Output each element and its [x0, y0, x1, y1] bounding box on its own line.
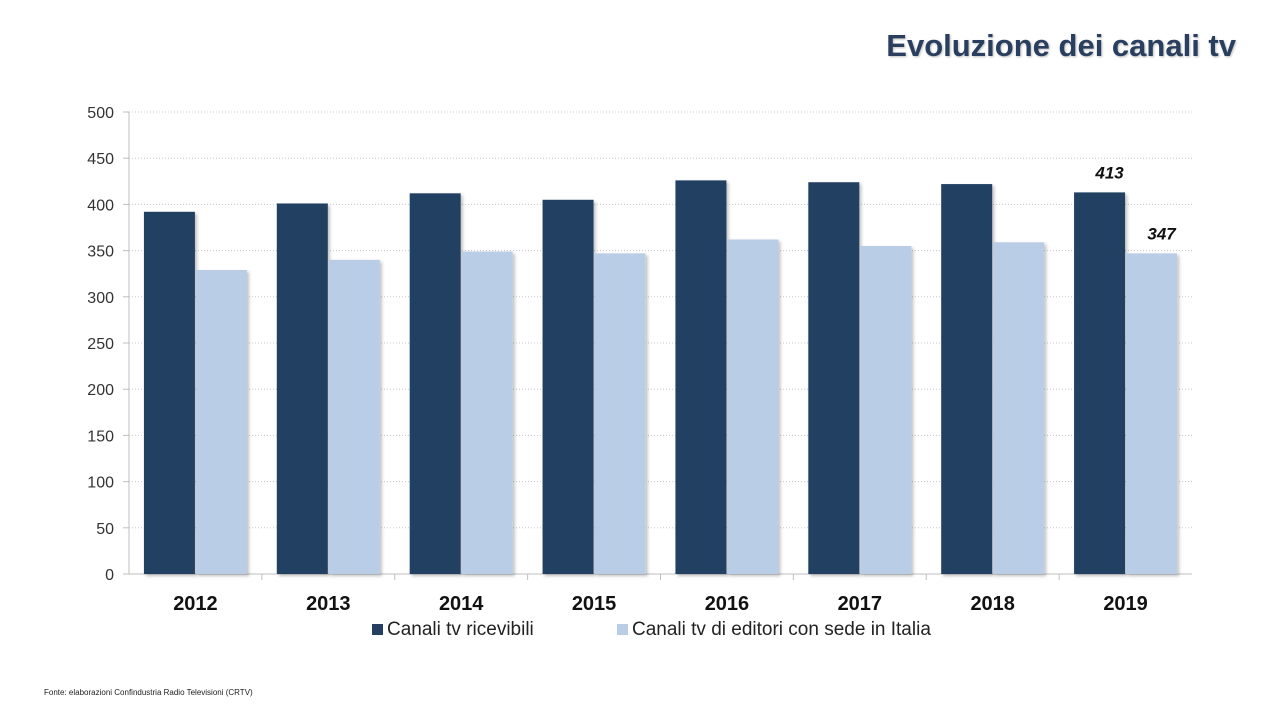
data-label-2019-0: 413	[1094, 163, 1124, 182]
bar-canali-editori-italia-2016	[727, 239, 779, 574]
y-tick-label: 100	[87, 475, 114, 492]
y-tick-label: 0	[105, 567, 114, 584]
bar-canali-editori-italia-2019	[1126, 253, 1178, 574]
x-tick-label: 2016	[705, 593, 750, 615]
y-tick-label: 450	[87, 151, 114, 168]
y-tick-label: 50	[96, 521, 114, 538]
bar-canali-ricevibili-2014	[409, 193, 461, 574]
bar-canali-ricevibili-2015	[542, 199, 594, 574]
data-label-2019-1: 347	[1147, 224, 1177, 243]
x-tick-label: 2018	[970, 593, 1015, 615]
bar-canali-editori-italia-2014	[461, 251, 513, 575]
x-tick-label: 2012	[173, 593, 218, 615]
legend-swatch-0	[372, 624, 383, 635]
y-tick-label: 500	[87, 105, 114, 122]
y-tick-label: 400	[87, 197, 114, 214]
bar-canali-ricevibili-2012	[143, 211, 195, 575]
y-tick-label: 350	[87, 244, 114, 261]
source-note: Fonte: elaborazioni Confindustria Radio …	[44, 688, 253, 697]
y-tick-label: 300	[87, 290, 114, 307]
bar-chart: 0 50 100 150 200 250 300 350 400 450 500 2012 2013 20…	[87, 105, 1192, 640]
legend-label-1: Canali tv di editori con sede in Italia	[632, 619, 931, 640]
y-tick-label: 200	[87, 382, 114, 399]
bar-canali-ricevibili-2018	[941, 184, 993, 574]
x-tick-label: 2015	[572, 593, 617, 615]
bar-canali-editori-italia-2018	[993, 242, 1045, 574]
bar-canali-editori-italia-2015	[594, 253, 646, 574]
x-tick-label: 2013	[306, 593, 351, 615]
bar-canali-editori-italia-2012	[195, 270, 247, 574]
bar-canali-ricevibili-2019	[1074, 192, 1126, 574]
legend-label-0: Canali tv ricevibili	[387, 619, 534, 640]
x-tick-label: 2014	[439, 593, 484, 615]
bar-canali-ricevibili-2013	[276, 203, 328, 574]
bar-canali-editori-italia-2017	[860, 245, 912, 575]
y-tick-label: 150	[87, 428, 114, 445]
legend-swatch-1	[617, 624, 628, 635]
bar-canali-editori-italia-2013	[328, 259, 380, 574]
x-tick-label: 2017	[838, 593, 883, 615]
x-tick-label: 2019	[1103, 593, 1148, 615]
y-tick-label: 250	[87, 336, 114, 353]
bar-canali-ricevibili-2017	[808, 182, 860, 574]
slide-title: Evoluzione dei canali tv	[886, 28, 1236, 63]
bar-canali-ricevibili-2016	[675, 180, 727, 574]
